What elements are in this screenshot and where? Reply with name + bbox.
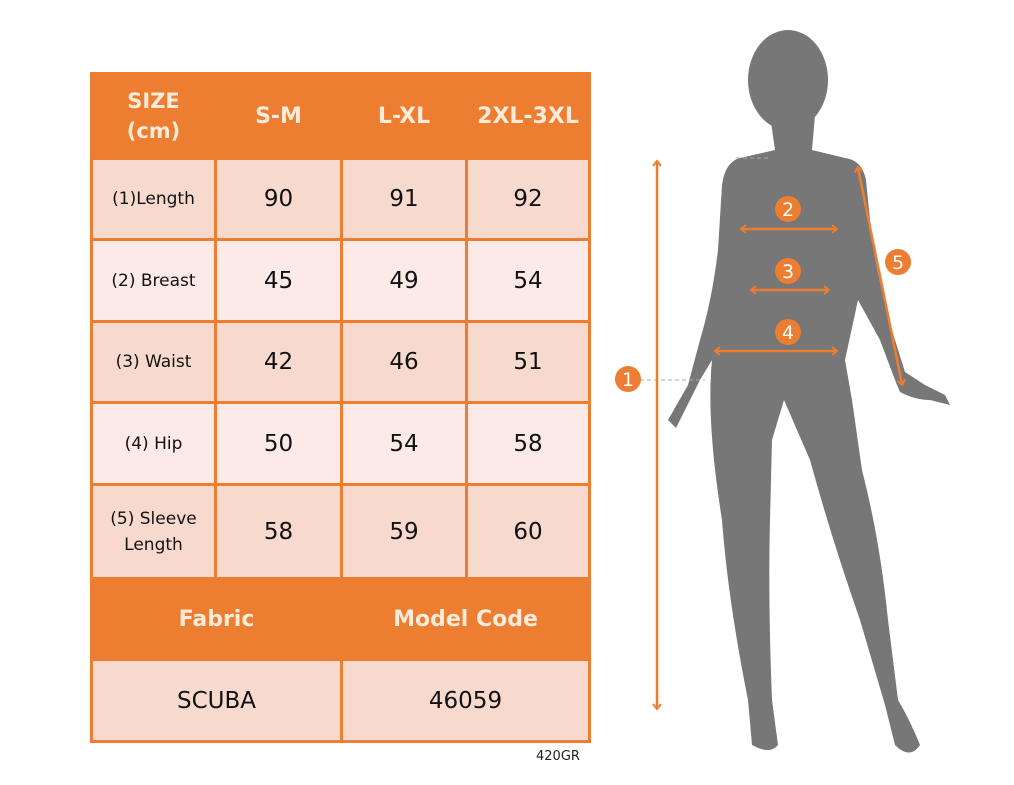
row-label-line2: Length xyxy=(124,534,183,555)
fabric-value: SCUBA xyxy=(90,658,343,743)
model-code-value: 46059 xyxy=(340,658,591,743)
size-header-line1: SIZE xyxy=(127,89,180,113)
marker-3-badge: 3 xyxy=(775,258,801,284)
size-chart-table: SIZE (cm) S-M L-XL 2XL-3XL (1)Length 90 9… xyxy=(90,72,591,743)
size-col-s-m: S-M xyxy=(214,72,343,160)
cell-value: 58 xyxy=(465,401,591,486)
svg-text:4: 4 xyxy=(782,322,794,344)
row-label: (2) Breast xyxy=(90,238,217,323)
cell-value: 60 xyxy=(465,483,591,580)
cell-value: 91 xyxy=(340,157,468,241)
table-row: (1)Length 90 91 92 xyxy=(90,157,591,241)
woman-silhouette-icon xyxy=(668,30,950,753)
cell-value: 50 xyxy=(214,401,343,486)
fabric-label: Fabric xyxy=(90,577,343,661)
marker-5-badge: 5 xyxy=(885,249,911,275)
table-row: (2) Breast 45 49 54 xyxy=(90,238,591,323)
weight-note: 420GR xyxy=(536,749,580,764)
row-label: (3) Waist xyxy=(90,320,217,404)
cell-value: 49 xyxy=(340,238,468,323)
svg-text:3: 3 xyxy=(782,261,794,283)
cell-value: 46 xyxy=(340,320,468,404)
marker-4-badge: 4 xyxy=(775,319,801,345)
row-label-line1: (5) Sleeve xyxy=(110,508,197,529)
sleeve-arrow xyxy=(853,165,907,387)
row-label: (5) Sleeve Length xyxy=(90,483,217,580)
cell-value: 54 xyxy=(465,238,591,323)
size-header-line2: (cm) xyxy=(126,119,181,143)
cell-value: 54 xyxy=(340,401,468,486)
fabric-header-row: Fabric Model Code xyxy=(90,577,591,661)
cell-value: 45 xyxy=(214,238,343,323)
cell-value: 90 xyxy=(214,157,343,241)
row-label: (1)Length xyxy=(90,157,217,241)
cell-value: 92 xyxy=(465,157,591,241)
cell-value: 42 xyxy=(214,320,343,404)
size-col-2xl-3xl: 2XL-3XL xyxy=(465,72,591,160)
table-row: (3) Waist 42 46 51 xyxy=(90,320,591,404)
fabric-value-row: SCUBA 46059 xyxy=(90,658,591,743)
model-code-label: Model Code xyxy=(340,577,591,661)
size-header-cell: SIZE (cm) xyxy=(90,72,217,160)
cell-value: 58 xyxy=(214,483,343,580)
marker-1-badge: 1 xyxy=(615,366,641,392)
svg-text:5: 5 xyxy=(892,252,904,274)
svg-text:1: 1 xyxy=(622,369,634,391)
table-row: (4) Hip 50 54 58 xyxy=(90,401,591,486)
size-header-row: SIZE (cm) S-M L-XL 2XL-3XL xyxy=(90,72,591,160)
table-row: (5) Sleeve Length 58 59 60 xyxy=(90,483,591,580)
cell-value: 51 xyxy=(465,320,591,404)
svg-text:2: 2 xyxy=(782,199,794,221)
cell-value: 59 xyxy=(340,483,468,580)
marker-2-badge: 2 xyxy=(775,196,801,222)
size-col-l-xl: L-XL xyxy=(340,72,468,160)
row-label: (4) Hip xyxy=(90,401,217,486)
